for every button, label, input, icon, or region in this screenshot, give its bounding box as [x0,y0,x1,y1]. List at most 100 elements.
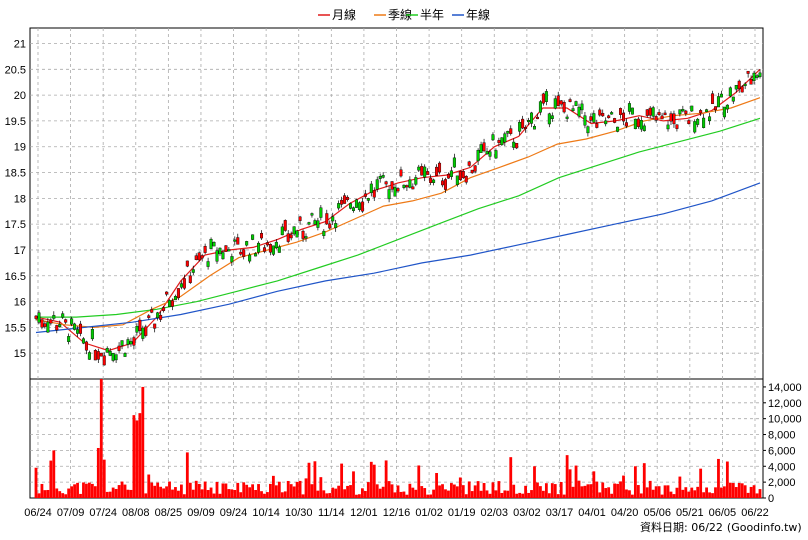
volume-bar [521,493,525,498]
candle-body [568,99,572,102]
candle-body [429,177,433,183]
candle-body [438,162,442,173]
volume-bar [144,493,148,498]
volume-bar [672,494,676,498]
date-tick-label: 03/17 [546,507,574,519]
volume-bar [628,490,631,498]
volume-bar [414,489,418,498]
volume-bar [269,483,272,498]
date-tick-label: 04/01 [578,507,606,519]
candle-body [417,166,421,171]
volume-bar [358,494,361,498]
candle-body [351,207,355,211]
candle-body [123,353,127,357]
candle-body [476,149,480,162]
volume-bar [43,490,47,498]
price-tick-label: 18 [14,193,26,205]
candle-body [233,239,237,242]
volume-bar [749,486,753,498]
volume-bar [337,485,341,498]
candle-body [639,120,643,130]
candle-body [90,329,94,340]
candle-body [420,166,424,176]
candle-body [515,143,519,149]
volume-bar [153,485,157,498]
date-tick-label: 04/20 [611,507,639,519]
volume-bar [313,461,317,498]
candle-body [289,234,293,239]
volume-bar [705,487,708,498]
candle-body [497,140,501,143]
volume-bar [224,483,228,498]
volume-bar [577,480,581,498]
volume-bar [179,484,183,498]
candle-body [725,104,729,110]
volume-bar [88,482,91,498]
candle-body [242,249,246,257]
candle-body [283,220,287,231]
volume-bar [209,487,213,498]
volume-bar [592,471,596,498]
price-tick-label: 16.5 [5,271,26,283]
volume-bar [717,458,720,498]
candle-body [746,70,750,74]
candle-body [372,190,376,198]
source-site: (Goodinfo.tw) [727,521,802,534]
candle-body [743,83,747,87]
volume-bar [381,486,385,498]
candle-body [49,319,53,324]
volume-bar [147,474,151,498]
candle-body [369,183,373,194]
candle-body [224,245,228,252]
candle-body [577,106,581,117]
candle-body [654,116,658,121]
candle-body [610,112,614,115]
date-tick-label: 10/30 [285,507,313,519]
volume-bar [396,485,400,498]
candle-body [274,241,278,249]
volume-bar [165,486,168,498]
volume-bar [639,493,643,498]
date-tick-label: 09/24 [220,507,248,519]
candle-body [150,309,154,313]
volume-bar [49,460,53,498]
volume-bar [666,485,670,498]
candle-body [716,96,720,108]
candle-body [645,109,649,116]
candle-body [58,324,62,327]
candle-body [381,175,385,178]
date-tick-label: 10/14 [252,507,280,519]
volume-bar [310,484,314,498]
candle-body [479,144,483,153]
volume-bar [159,486,163,498]
candle-body [684,110,688,114]
volume-bar [399,491,403,498]
candle-body [200,255,204,259]
volume-bar [500,492,504,498]
volume-bar [678,476,682,498]
candle-body [473,165,477,172]
volume-tick-label: 0 [768,493,774,505]
volume-bar [227,489,231,498]
candle-body [245,241,249,246]
candle-body [114,354,118,361]
source-note: 資料日期: 06/22 (Goodinfo.tw) [640,520,802,534]
legend-label-halfyear: 半年 [420,8,444,22]
candle-body [185,260,189,267]
volume-bar [286,480,290,498]
volume-bar [636,485,640,498]
candle-body [613,118,617,123]
candle-body [488,151,492,157]
candle-body [553,98,557,109]
candle-body [604,120,608,125]
volume-bar [725,461,729,498]
volume-bar [343,489,346,498]
volume-bar [355,494,358,498]
date-tick-label: 07/24 [89,507,117,519]
candle-body [61,313,65,318]
volume-bar [447,490,450,498]
candle-body [188,275,192,283]
volume-bar [494,490,498,498]
volume-bar [363,491,367,498]
